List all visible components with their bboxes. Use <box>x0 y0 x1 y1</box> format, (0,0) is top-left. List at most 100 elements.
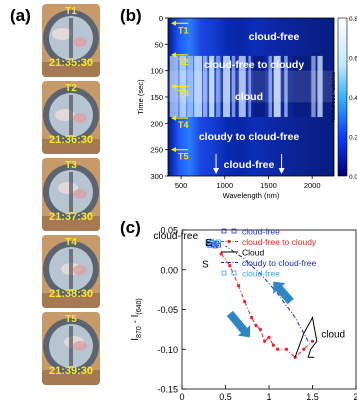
legend-marker <box>227 239 231 244</box>
state-annotation: cloud <box>235 91 263 103</box>
event-marker-label: T1 <box>178 25 189 35</box>
event-marker-label: T2 <box>178 57 189 67</box>
radiance-difference-chart: 0.05 0.00 -0.05 -0.10 -0.150 0.5 1 1.5 2 I870 - I… <box>130 226 357 400</box>
fisheye-sky-image <box>42 312 100 385</box>
sky-frame: T5 21:39:30 <box>42 312 100 385</box>
legend-marker <box>231 228 237 234</box>
y-tick-label: 300 <box>150 172 163 181</box>
panel-c-label: (c) <box>120 218 141 237</box>
data-point-cloud-free-to-cloudy <box>228 264 232 268</box>
y-tick-label: 150 <box>150 93 163 102</box>
data-point-cloud-free-to-cloudy <box>263 339 267 343</box>
start-point-label: S <box>202 259 209 270</box>
frame-label: T5 <box>65 314 77 325</box>
fisheye-sky-image <box>42 4 100 77</box>
x-tick-label: 2000 <box>304 181 321 190</box>
cloud-radiance-band <box>273 55 281 118</box>
data-point-cloud-free-to-cloudy <box>243 299 247 304</box>
wavelength-arrow-head <box>213 168 220 174</box>
panel-a-label: (a) <box>10 6 31 25</box>
colorbar-tick-label: 0.4 <box>349 95 357 102</box>
cloud-radiance-band <box>238 55 246 118</box>
legend-label: Cloud <box>242 248 264 258</box>
colorbar-tick-label: 0.0 <box>349 174 357 181</box>
state-annotation: cloud-free to cloudy <box>204 59 305 71</box>
y-tick-label: 0.05 <box>160 226 178 236</box>
x-tick-label: 2 <box>353 392 357 400</box>
colorbar-tick-label: 0.6 <box>349 56 357 63</box>
legend-marker <box>231 270 237 276</box>
data-point-cloud-free-end <box>216 239 221 245</box>
colorbar-label: Normalized radiance <box>331 72 337 122</box>
frame-timestamp: 21:36:30 <box>48 134 94 146</box>
data-point-cloud-free-to-cloudy <box>310 339 315 343</box>
frame-timestamp: 21:38:30 <box>48 288 94 300</box>
sky-frame: T1 21:35:30 <box>42 4 100 77</box>
y-tick-label: 100 <box>150 67 163 76</box>
data-point-cloud-free-to-cloudy <box>258 327 262 331</box>
y-tick-label: 250 <box>150 146 163 155</box>
event-arrow-head <box>171 83 176 89</box>
frame-timestamp: 21:35:30 <box>48 57 94 69</box>
x-axis-label: Wavelength (nm) <box>223 191 280 200</box>
frame-timestamp: 21:39:30 <box>48 365 94 377</box>
cloud-radiance-band <box>216 55 221 118</box>
event-arrow-head <box>171 20 176 26</box>
x-tick-label: 1500 <box>260 181 277 190</box>
x-tick-label: 1 <box>266 392 271 400</box>
cloud-radiance-band <box>231 55 236 118</box>
data-point-cloud-free-end <box>205 239 211 245</box>
y-tick-label: -0.05 <box>157 305 178 315</box>
fisheye-sky-image <box>42 158 100 231</box>
series-line-cloud-free-to-cloudy <box>220 253 313 358</box>
spectral-heatmap-chart: 0 50 100 150 200 250 300 500 1000 1500 2000 Wavelen… <box>136 14 357 200</box>
cloud-annotation: cloud <box>321 329 345 340</box>
event-arrow-head <box>171 115 176 121</box>
legend-label: cloud-free <box>242 227 280 237</box>
sky-frame: T3 21:37:30 <box>42 158 100 231</box>
plot-frame <box>181 229 357 390</box>
data-point-cloud-free-to-cloudy <box>276 347 280 351</box>
legend-marker <box>221 228 227 234</box>
water-absorption-gap <box>252 55 265 118</box>
cloud-radiance-band <box>268 55 272 118</box>
fisheye-sky-image <box>42 81 100 154</box>
x-tick-label: 1000 <box>216 181 233 190</box>
frame-label: T2 <box>65 83 77 94</box>
state-annotation: cloudy to cloud-free <box>199 131 300 143</box>
cloud-radiance-band <box>187 55 194 118</box>
y-tick-label: 0.00 <box>160 265 178 275</box>
data-point-cloud-free-to-cloudy <box>250 315 254 320</box>
data-point-cloud-free-end <box>212 240 218 246</box>
y-tick-label: 50 <box>155 40 163 49</box>
data-point-cloud-free-to-cloudy <box>267 335 271 339</box>
cloud-radiance-band <box>194 55 203 118</box>
data-point-cloud-free-to-cloudy <box>219 252 223 256</box>
data-point-cloud-free-end <box>209 238 214 244</box>
cloud-radiance-band <box>248 55 251 118</box>
event-marker-label: T5 <box>178 152 189 162</box>
colorbar-tick-label: 0.2 <box>349 135 357 142</box>
event-arrow-head <box>171 52 176 58</box>
cloud-radiance-band <box>202 55 208 118</box>
y-tick-label: 0 <box>159 14 163 23</box>
legend-label: cloudy to cloud-free <box>242 258 316 268</box>
cloud-radiance-band <box>311 55 316 118</box>
x-tick-label: 1.5 <box>306 392 319 400</box>
frame-label: T1 <box>65 6 77 17</box>
frame-timestamp: 21:37:30 <box>48 211 94 223</box>
data-point-cloud-free-to-cloudy <box>236 284 241 288</box>
cloud-radiance-band <box>209 55 215 118</box>
frame-label: T3 <box>65 160 77 171</box>
wavelength-arrow-head <box>278 168 285 174</box>
event-arrow-head <box>171 147 176 153</box>
transition-arrow-to-clear <box>273 281 294 305</box>
water-absorption-gap <box>292 55 309 118</box>
legend-label: cloud-free to cloudy <box>242 237 317 247</box>
data-point-cloud-free-to-cloudy <box>284 347 288 351</box>
panel-b-label: (b) <box>120 6 142 25</box>
y-tick-label: 200 <box>150 119 163 128</box>
colorbar <box>337 17 348 177</box>
end-point-label: E <box>205 238 212 249</box>
cloud-free-annotation: cloud-free <box>154 231 199 242</box>
